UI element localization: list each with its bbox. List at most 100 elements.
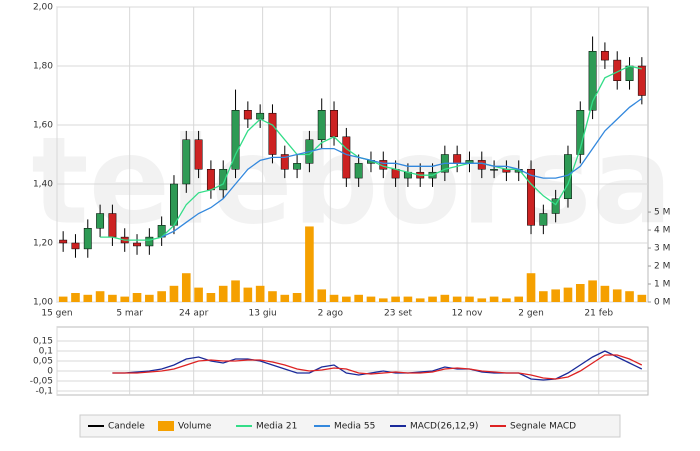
volume-bar	[428, 296, 437, 302]
volume-bar	[280, 294, 290, 302]
volume-bar	[194, 287, 203, 302]
candle-body	[268, 112, 277, 155]
legend-label: Media 21	[256, 422, 297, 432]
candle-body	[330, 110, 338, 138]
volume-bar	[366, 296, 376, 302]
candle-body	[539, 213, 548, 226]
volume-bar	[625, 291, 634, 302]
x-tick-label: 5 mar	[116, 309, 143, 319]
candle-body	[71, 242, 80, 250]
volume-bar	[292, 293, 302, 302]
candle-body	[206, 169, 215, 191]
volume-bar	[181, 273, 191, 302]
volume-bar	[145, 294, 154, 302]
y-tick-label: 2,00	[33, 3, 53, 13]
volume-bar	[132, 293, 142, 302]
volume-bar	[342, 296, 351, 302]
volume-bar	[415, 298, 425, 302]
volume-bar	[588, 280, 597, 302]
volume-bar	[378, 298, 388, 302]
legend-label: Volume	[178, 422, 212, 432]
candle-body	[391, 169, 400, 179]
candle-body	[108, 213, 117, 238]
x-tick-label: 23 set	[384, 309, 413, 319]
volume-bar	[317, 289, 327, 302]
volume-bar	[108, 294, 117, 302]
series-line	[112, 354, 643, 380]
y2-tick-label: 1 M	[654, 280, 670, 290]
y-tick-label: 0	[47, 367, 53, 377]
volume-bar	[169, 285, 179, 302]
candle-body	[182, 139, 191, 185]
series-line	[161, 97, 643, 238]
candle-body	[170, 183, 178, 226]
volume-bar	[526, 273, 536, 302]
volume-bar	[218, 285, 228, 302]
volume-bar	[206, 293, 216, 302]
y-tick-label: 1,60	[33, 121, 53, 131]
volume-bar	[255, 285, 265, 302]
legend-label: MACD(26,12,9)	[410, 422, 478, 432]
volume-bar	[305, 226, 314, 302]
y2-tick-label: 5 M	[654, 208, 670, 218]
y-tick-label: 1,40	[33, 180, 53, 190]
x-tick-label: 13 giu	[249, 309, 277, 319]
candle-body	[96, 213, 105, 229]
volume-bar	[465, 296, 474, 302]
y-tick-label: 0,1	[39, 347, 53, 357]
volume-bar	[231, 280, 240, 302]
candle-body	[293, 163, 302, 170]
x-tick-label: 2 ago	[318, 309, 344, 319]
volume-bar	[612, 289, 622, 302]
y-tick-label: 0,05	[33, 357, 53, 367]
candle-body	[637, 65, 646, 96]
volume-bar	[489, 296, 499, 302]
candle-body	[231, 110, 240, 170]
volume-bar	[600, 285, 610, 302]
volume-bar	[354, 294, 363, 302]
price-panel	[56, 6, 649, 303]
volume-bar	[440, 294, 450, 302]
volume-bar	[539, 291, 548, 302]
y-tick-label: 1,80	[33, 62, 53, 72]
volume-bar	[58, 296, 68, 302]
volume-bar	[83, 294, 93, 302]
candle-body	[354, 163, 363, 179]
volume-bar	[268, 291, 277, 302]
volume-bar	[563, 287, 573, 302]
y2-tick-label: 0 M	[654, 298, 670, 308]
candle-body	[59, 239, 68, 244]
volume-bar	[637, 294, 647, 302]
candle-body	[527, 169, 535, 226]
y-tick-label: -0,1	[35, 387, 53, 397]
volume-bar	[120, 296, 130, 302]
legend-swatch	[158, 421, 174, 431]
candle-body	[133, 242, 141, 247]
candle-body	[342, 136, 351, 179]
candle-body	[194, 139, 203, 170]
volume-bar	[551, 289, 560, 302]
volume-bar	[575, 284, 585, 302]
volume-bar	[502, 298, 511, 302]
y2-tick-label: 2 M	[654, 262, 670, 272]
volume-bar	[514, 296, 524, 302]
volume-bar	[391, 296, 400, 302]
candle-body	[588, 51, 597, 111]
y-tick-label: 0,15	[33, 337, 53, 347]
y-tick-label: -0,05	[30, 377, 53, 387]
y2-tick-label: 4 M	[654, 226, 670, 236]
x-tick-label: 15 gen	[41, 309, 72, 319]
candle-body	[600, 51, 609, 61]
legend: Candele Volume Media 21 Media 55 MACD(26,12,…	[88, 421, 576, 432]
candle-body	[625, 65, 634, 81]
volume-bar	[243, 287, 253, 302]
candle-body	[551, 198, 560, 214]
x-tick-label: 12 nov	[452, 309, 484, 319]
volume-bar	[403, 296, 413, 302]
x-tick-label: 2 gen	[518, 309, 544, 319]
candle-body	[83, 228, 92, 250]
y2-tick-label: 3 M	[654, 244, 670, 254]
volume-bar	[71, 293, 80, 302]
candle-body	[477, 160, 486, 170]
